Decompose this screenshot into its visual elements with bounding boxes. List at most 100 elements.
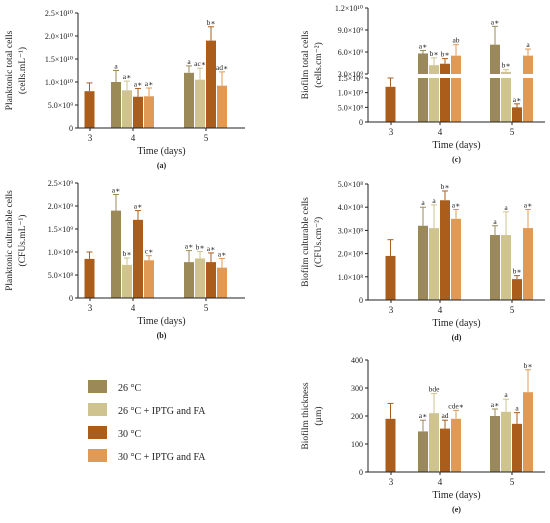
bar — [206, 262, 216, 298]
y-tick-label: 0 — [359, 468, 363, 477]
bar — [217, 267, 227, 298]
bar — [418, 53, 428, 74]
x-tick-label: 3 — [389, 477, 394, 487]
bar — [440, 200, 450, 300]
significance-label: a∗ — [452, 201, 460, 210]
y-axis-label-line2: (CFUs.cm⁻²) — [313, 217, 324, 267]
bar — [144, 96, 154, 128]
x-tick-label: 4 — [438, 127, 443, 137]
significance-label: b∗ — [524, 361, 533, 370]
bar — [451, 55, 461, 74]
x-tick-label: 4 — [438, 305, 443, 315]
bar — [122, 264, 132, 298]
legend: 26 °C 26 °C + IPTG and FA 30 °C 30 °C + IPT… — [88, 380, 206, 463]
bar — [429, 65, 439, 74]
significance-label: a∗ — [185, 242, 193, 251]
bar — [184, 72, 194, 128]
bar — [111, 210, 121, 298]
x-tick-label: 4 — [131, 133, 136, 143]
bar — [490, 78, 500, 122]
y-tick-label: 200 — [351, 412, 363, 421]
significance-label: a — [114, 62, 118, 71]
y-axis-label-line2: (CFUs.mL⁻¹) — [17, 215, 28, 267]
bar — [429, 78, 439, 122]
panel-label: (e) — [452, 505, 461, 514]
significance-label: a∗ — [134, 79, 142, 88]
y-tick-label: 1.2×10¹⁰ — [335, 4, 363, 13]
y-axis-label-line2: (µm) — [313, 406, 324, 425]
y-tick-label: 1.0×10⁹ — [338, 89, 364, 98]
significance-label: a∗ — [513, 95, 521, 104]
x-axis-label: Time (days) — [137, 316, 185, 327]
bar — [111, 82, 121, 128]
chart-panel-b: a∗b∗a∗c∗a∗ b∗ a∗a∗05.0×10⁸1.0×10⁹1.5×10⁹2.… — [5, 179, 245, 340]
significance-label: b∗ — [123, 249, 132, 258]
x-tick-label: 5 — [204, 303, 209, 313]
bar — [418, 225, 428, 300]
y-tick-label: 4.0×10⁸ — [338, 203, 364, 212]
significance-label: a — [421, 198, 425, 207]
chart-panel-c: a∗b∗ b∗aba∗b∗a∗a05.0×10⁸1.0×10⁹1.5×10⁹3.0… — [300, 4, 545, 164]
y-tick-label: 3.0×10⁸ — [338, 226, 364, 235]
bar — [512, 423, 522, 472]
significance-label: ad — [441, 411, 448, 420]
significance-label: a∗ — [491, 17, 499, 26]
bar — [440, 428, 450, 472]
bar — [418, 431, 428, 472]
significance-label: a∗ — [419, 411, 427, 420]
panel-label: (b) — [157, 331, 167, 340]
significance-label: b∗ — [513, 267, 522, 276]
bar — [195, 79, 205, 128]
y-tick-label: 5.0×10⁸ — [338, 180, 364, 189]
bar — [217, 85, 227, 128]
bar — [523, 228, 533, 300]
bar — [385, 255, 396, 300]
significance-label: a∗ — [207, 244, 215, 253]
legend-swatch — [88, 403, 107, 416]
bar — [429, 228, 439, 300]
y-tick-label: 0 — [359, 118, 363, 127]
bar — [385, 86, 396, 122]
panel-label: (c) — [452, 155, 461, 164]
y-tick-label: 0 — [69, 294, 73, 303]
significance-label: a — [187, 57, 191, 66]
bar — [184, 262, 194, 298]
bar — [440, 78, 450, 122]
significance-label: b∗ — [430, 49, 439, 58]
legend-swatch — [88, 426, 107, 439]
y-tick-label: 1.0×10¹⁰ — [45, 78, 73, 87]
y-tick-label: 2.0×10⁹ — [48, 202, 74, 211]
bar — [133, 219, 143, 298]
significance-label: cde∗ — [448, 401, 464, 410]
y-axis-label-line1: Biofilm culturable cells — [300, 197, 311, 287]
significance-label: a∗ — [491, 400, 499, 409]
bar — [501, 71, 511, 74]
y-tick-label: 2.5×10⁹ — [48, 179, 74, 188]
significance-label: a — [432, 196, 436, 205]
bar — [440, 63, 450, 74]
bar — [490, 416, 500, 472]
y-tick-label: 9.0×10⁹ — [338, 26, 364, 35]
significance-label: ad∗ — [216, 63, 228, 72]
bar — [501, 235, 511, 300]
y-tick-label: 1.5×10⁹ — [48, 225, 74, 234]
x-tick-label: 3 — [88, 133, 93, 143]
significance-label: a∗ — [134, 202, 142, 211]
significance-label: a — [515, 404, 519, 413]
x-tick-label: 3 — [389, 305, 394, 315]
significance-label: a∗ — [123, 72, 131, 81]
y-tick-label: 5.0×10⁹ — [48, 101, 74, 110]
bar — [523, 55, 533, 74]
bar — [451, 418, 461, 472]
panel-label: (d) — [452, 333, 462, 342]
significance-label: a — [526, 40, 530, 49]
x-tick-label: 3 — [389, 127, 394, 137]
y-tick-label: 5.0×10⁸ — [48, 271, 74, 280]
significance-label: a∗ — [419, 42, 427, 51]
bar — [451, 78, 461, 122]
bar — [84, 258, 95, 298]
y-tick-label: 2.0×10⁸ — [338, 250, 364, 259]
chart-panel-a: aa∗a∗ a∗a ac∗b∗ad∗05.0×10⁹1.0×10¹⁰1.5×10¹⁰… — [5, 9, 245, 170]
significance-label: ac∗ — [194, 59, 206, 68]
bar — [385, 418, 396, 472]
